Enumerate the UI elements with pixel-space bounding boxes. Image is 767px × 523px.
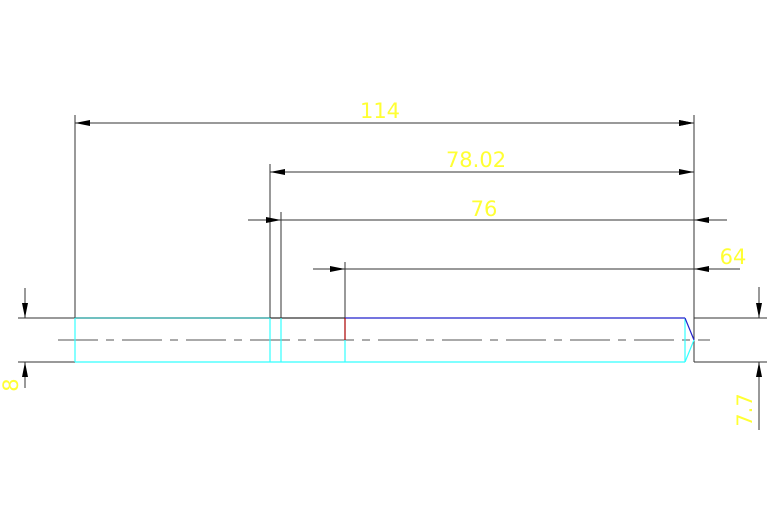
dim-text-64[interactable]: 64 xyxy=(720,245,747,269)
shaft-part[interactable] xyxy=(74,317,695,363)
dim-text-114[interactable]: 114 xyxy=(360,99,400,123)
dim-text-right-height[interactable]: 7.7 xyxy=(733,393,757,426)
dim-text-76[interactable]: 76 xyxy=(471,197,498,221)
dim-text-78-02[interactable]: 78.02 xyxy=(446,148,506,172)
dim-text-left-height[interactable]: 8 xyxy=(0,378,23,391)
